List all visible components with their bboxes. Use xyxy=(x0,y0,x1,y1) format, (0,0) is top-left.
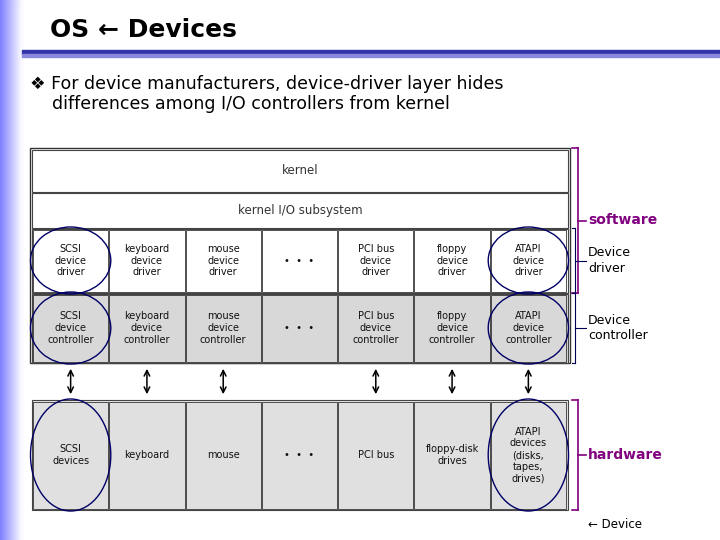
Bar xyxy=(33,294,108,361)
Bar xyxy=(32,294,568,363)
Text: differences among I/O controllers from kernel: differences among I/O controllers from k… xyxy=(30,95,450,113)
Bar xyxy=(491,230,566,292)
Text: software: software xyxy=(588,213,657,227)
Text: ATAPI
devices
(disks,
tapes,
drives): ATAPI devices (disks, tapes, drives) xyxy=(510,427,547,483)
Bar xyxy=(30,148,570,363)
Bar xyxy=(262,294,337,361)
Bar xyxy=(0,0,1,540)
Text: Device
driver: Device driver xyxy=(588,246,631,274)
Bar xyxy=(186,294,261,361)
Bar xyxy=(13,0,14,540)
Bar xyxy=(338,402,413,509)
Bar xyxy=(33,402,108,509)
Bar xyxy=(415,230,490,292)
Text: keyboard: keyboard xyxy=(125,450,169,460)
Text: SCSI
device
controller: SCSI device controller xyxy=(48,312,94,345)
Bar xyxy=(109,230,184,292)
Text: SCSI
devices: SCSI devices xyxy=(52,444,89,466)
Bar xyxy=(109,294,184,361)
Bar xyxy=(338,230,413,292)
Bar xyxy=(3,0,4,540)
Text: mouse
device
driver: mouse device driver xyxy=(207,244,240,277)
Bar xyxy=(262,402,337,509)
Bar xyxy=(19,0,20,540)
Text: floppy
device
driver: floppy device driver xyxy=(436,244,468,277)
Bar xyxy=(338,294,413,361)
Text: keyboard
device
driver: keyboard device driver xyxy=(125,244,169,277)
Text: floppy
device
controller: floppy device controller xyxy=(429,312,475,345)
Bar xyxy=(186,402,261,509)
Bar xyxy=(415,402,490,509)
Bar xyxy=(491,294,566,361)
Text: ATAPI
device
controller: ATAPI device controller xyxy=(505,312,552,345)
Text: Device
controller: Device controller xyxy=(588,314,648,342)
Bar xyxy=(14,0,15,540)
Bar xyxy=(5,0,6,540)
Bar xyxy=(10,0,11,540)
Text: ATAPI
device
driver: ATAPI device driver xyxy=(513,244,544,277)
Text: hardware: hardware xyxy=(588,448,663,462)
Bar xyxy=(1,0,2,540)
Text: floppy-disk
drives: floppy-disk drives xyxy=(426,444,479,466)
Text: mouse: mouse xyxy=(207,450,240,460)
Bar xyxy=(11,0,12,540)
Bar xyxy=(12,0,13,540)
Bar xyxy=(7,0,8,540)
Bar xyxy=(4,0,5,540)
Text: •  •  •: • • • xyxy=(284,255,315,266)
Bar xyxy=(9,0,10,540)
Text: mouse
device
controller: mouse device controller xyxy=(200,312,246,345)
Bar xyxy=(32,229,568,293)
Text: •  •  •: • • • xyxy=(284,323,315,333)
Text: SCSI
device
driver: SCSI device driver xyxy=(55,244,86,277)
Bar xyxy=(20,0,21,540)
Bar xyxy=(33,230,108,292)
Text: ❖ For device manufacturers, device-driver layer hides: ❖ For device manufacturers, device-drive… xyxy=(30,75,503,93)
Bar xyxy=(109,402,184,509)
Bar xyxy=(32,193,568,228)
Bar xyxy=(415,294,490,361)
Text: ← Device: ← Device xyxy=(588,518,642,531)
Text: kernel: kernel xyxy=(282,165,318,178)
Bar xyxy=(186,230,261,292)
Bar xyxy=(32,150,568,192)
Text: PCI bus
device
driver: PCI bus device driver xyxy=(358,244,394,277)
Bar xyxy=(2,0,3,540)
Text: PCI bus
device
controller: PCI bus device controller xyxy=(353,312,399,345)
Bar xyxy=(18,0,19,540)
Bar xyxy=(491,402,566,509)
Bar xyxy=(8,0,9,540)
Bar xyxy=(32,400,568,510)
Bar xyxy=(262,230,337,292)
Bar xyxy=(6,0,7,540)
Text: keyboard
device
controller: keyboard device controller xyxy=(124,312,170,345)
Text: OS ← Devices: OS ← Devices xyxy=(50,18,237,42)
Text: kernel I/O subsystem: kernel I/O subsystem xyxy=(238,204,362,217)
Text: PCI bus: PCI bus xyxy=(358,450,394,460)
Bar xyxy=(16,0,17,540)
Bar xyxy=(21,0,22,540)
Bar xyxy=(15,0,16,540)
Text: •  •  •: • • • xyxy=(284,450,315,460)
Bar xyxy=(17,0,18,540)
